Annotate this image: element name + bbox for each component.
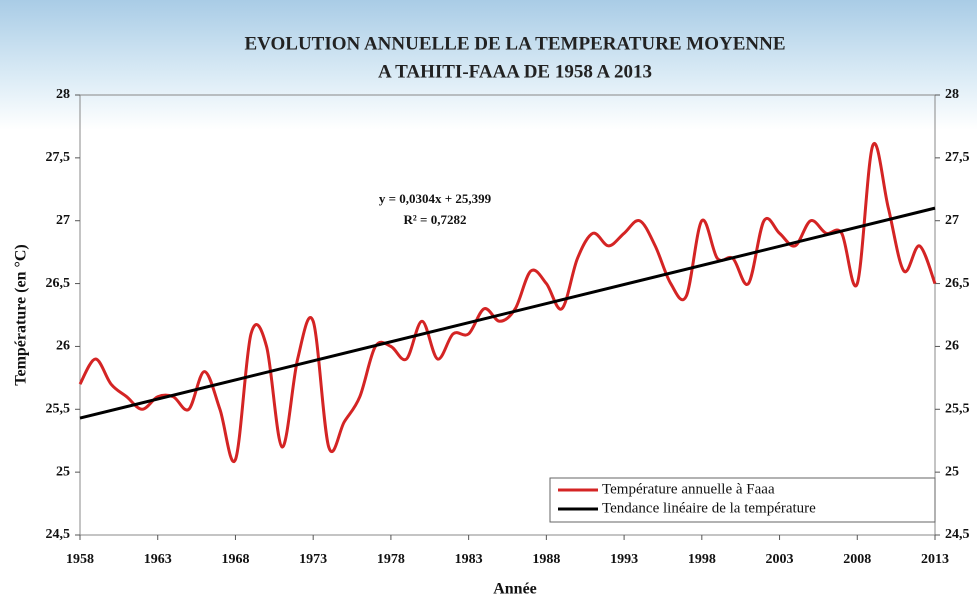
trend-line <box>79 206 936 420</box>
x-tick-label: 1993 <box>610 552 638 567</box>
background <box>0 0 977 130</box>
x-tick-label: 1968 <box>221 552 249 567</box>
y-tick-label: 25,5 <box>46 402 71 417</box>
x-axis-label: Année <box>493 581 537 598</box>
y2-tick-label: 27,5 <box>945 150 970 165</box>
y-tick-label: 25 <box>56 464 70 479</box>
r-squared: R² = 0,7282 <box>404 212 467 227</box>
x-tick-label: 1983 <box>455 552 483 567</box>
trend-equation: y = 0,0304x + 25,399 <box>379 191 492 206</box>
legend-label: Tendance linéaire de la température <box>602 500 816 516</box>
y2-tick-label: 26 <box>945 339 959 354</box>
y2-tick-label: 27 <box>945 213 959 228</box>
y-axis-label: Température (en °C) <box>13 244 30 385</box>
chart-subtitle: A TAHITI-FAAA DE 1958 A 2013 <box>378 61 652 82</box>
y-tick-label: 24,5 <box>46 527 71 542</box>
x-tick-label: 1998 <box>688 552 716 567</box>
chart-title: EVOLUTION ANNUELLE DE LA TEMPERATURE MOY… <box>244 33 785 54</box>
x-tick-label: 1973 <box>299 552 327 567</box>
y-tick-label: 28 <box>56 87 70 102</box>
y2-tick-label: 28 <box>945 87 959 102</box>
y2-tick-label: 26,5 <box>945 276 970 291</box>
y-tick-label: 27 <box>56 213 70 228</box>
x-tick-label: 1978 <box>377 552 405 567</box>
temperature-line <box>78 141 937 464</box>
y2-tick-label: 24,5 <box>945 527 970 542</box>
x-tick-label: 2008 <box>843 552 871 567</box>
x-tick-label: 2003 <box>766 552 794 567</box>
y2-tick-label: 25,5 <box>945 402 970 417</box>
y2-tick-label: 25 <box>945 464 959 479</box>
x-tick-label: 1988 <box>532 552 560 567</box>
y-tick-label: 26 <box>56 339 70 354</box>
x-tick-label: 1958 <box>66 552 94 567</box>
legend-label: Température annuelle à Faaa <box>602 481 775 497</box>
plot-frame <box>79 94 936 536</box>
y-tick-label: 26,5 <box>46 276 71 291</box>
x-tick-label: 2013 <box>921 552 949 567</box>
legend-box <box>549 477 936 523</box>
x-tick-label: 1963 <box>144 552 172 567</box>
y-tick-label: 27,5 <box>46 150 71 165</box>
